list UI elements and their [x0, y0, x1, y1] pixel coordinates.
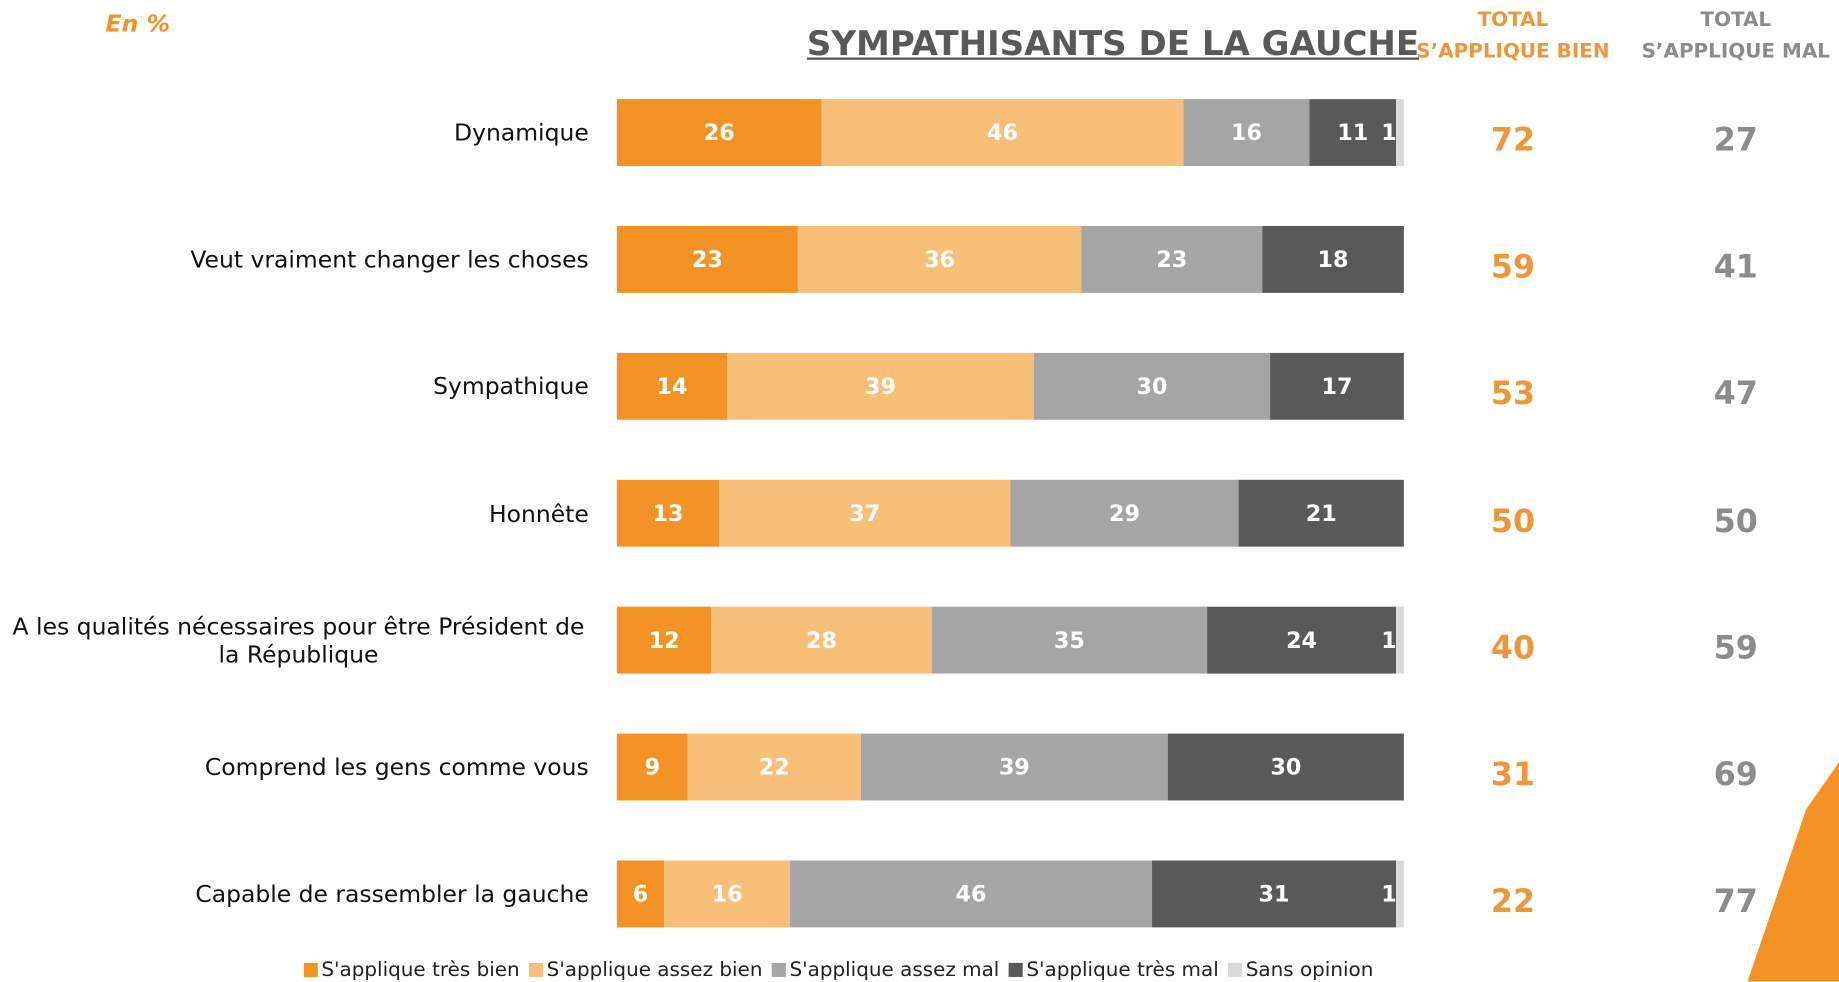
value-label: 36: [924, 247, 955, 273]
legend-label: S'applique assez bien: [547, 958, 763, 981]
total-value: 59: [1677, 630, 1794, 666]
total-value: 50: [1677, 503, 1794, 539]
category-label: Sympathique: [0, 372, 589, 400]
legend-label: Sans opinion: [1246, 958, 1374, 981]
total-value: 72: [1454, 123, 1571, 159]
total-value: 31: [1454, 757, 1571, 793]
category-label: Veut vraiment changer les choses: [0, 245, 589, 273]
legend-swatch: [1228, 963, 1242, 977]
column-header: TOTAL S’APPLIQUE BIEN: [1396, 5, 1631, 68]
category-text: Capable de rassembler la gauche: [195, 880, 588, 908]
total-value: 40: [1454, 630, 1571, 666]
value-label: 11: [1337, 120, 1368, 146]
value-label: 30: [1270, 755, 1301, 781]
value-label: 6: [633, 882, 648, 908]
legend-swatch: [529, 963, 543, 977]
value-label: 17: [1321, 374, 1352, 400]
bar-segment: [1396, 861, 1404, 928]
value-label: 39: [865, 374, 896, 400]
chart: 2646161112336231814393017133729211228352…: [0, 0, 1839, 982]
legend-item: S'applique très bien: [304, 958, 520, 981]
value-label: 23: [1156, 247, 1187, 273]
legend-label: S'applique assez mal: [789, 958, 999, 981]
category-label: Capable de rassembler la gauche: [0, 880, 589, 908]
value-label: 23: [692, 247, 723, 273]
value-label: 16: [1231, 120, 1262, 146]
value-label: 31: [1259, 882, 1290, 908]
value-label: 16: [712, 882, 743, 908]
total-value: 69: [1677, 757, 1794, 793]
total-value: 59: [1454, 249, 1571, 285]
category-text: Dynamique: [454, 118, 589, 146]
category-text: Veut vraiment changer les choses: [190, 245, 588, 273]
value-label: 21: [1306, 501, 1337, 527]
value-label: 26: [704, 120, 735, 146]
legend-swatch: [772, 963, 786, 977]
category-label: Comprend les gens comme vous: [0, 753, 589, 781]
legend-swatch: [1009, 963, 1023, 977]
subtitle: En %: [106, 9, 170, 37]
legend-item: Sans opinion: [1228, 958, 1373, 981]
value-label: 24: [1286, 628, 1317, 654]
total-value: 47: [1677, 376, 1794, 412]
value-label: 12: [649, 628, 680, 654]
legend-swatch: [304, 963, 318, 977]
value-label: 46: [956, 882, 987, 908]
chart-title: SYMPATHISANTS DE LA GAUCHE: [807, 23, 1419, 63]
legend: S'applique très bien S'applique assez bie…: [0, 958, 1677, 981]
legend-item: S'applique assez bien: [529, 958, 762, 981]
value-label: 14: [656, 374, 687, 400]
total-value: 22: [1454, 884, 1571, 920]
category-text: Sympathique: [433, 372, 589, 400]
legend-item: S'applique assez mal: [772, 958, 999, 981]
category-text: A les qualités nécessaires pour être Pré…: [8, 612, 589, 668]
category-label: Honnête: [0, 499, 589, 527]
logo: [1748, 762, 1839, 981]
legend-label: S'applique très bien: [321, 958, 519, 981]
bar-segment: [1396, 99, 1404, 166]
value-label: 1: [1381, 120, 1397, 146]
value-label: 30: [1137, 374, 1168, 400]
total-value: 50: [1454, 503, 1571, 539]
column-header: TOTAL S’APPLIQUE MAL: [1619, 5, 1839, 68]
value-label: 22: [759, 755, 790, 781]
value-label: 9: [645, 755, 661, 781]
value-label: 13: [653, 501, 684, 527]
value-label: 18: [1318, 247, 1349, 273]
category-text: Comprend les gens comme vous: [205, 753, 589, 781]
total-value: 27: [1677, 123, 1794, 159]
total-value: 41: [1677, 249, 1794, 285]
value-label: 37: [849, 501, 880, 527]
category-label: Dynamique: [0, 118, 589, 146]
value-label: 1: [1381, 882, 1397, 908]
value-label: 35: [1054, 628, 1085, 654]
category-text: Honnête: [489, 499, 589, 527]
category-label: A les qualités nécessaires pour être Pré…: [0, 612, 589, 668]
legend-item: S'applique très mal: [1009, 958, 1219, 981]
legend-label: S'applique très mal: [1026, 958, 1218, 981]
value-label: 28: [806, 628, 837, 654]
total-value: 77: [1677, 884, 1794, 920]
value-label: 46: [987, 120, 1018, 146]
value-label: 39: [999, 755, 1030, 781]
bar-segment: [1396, 607, 1404, 674]
total-value: 53: [1454, 376, 1571, 412]
page: 2646161112336231814393017133729211228352…: [0, 0, 1839, 982]
value-label: 1: [1381, 628, 1397, 654]
value-label: 29: [1109, 501, 1140, 527]
